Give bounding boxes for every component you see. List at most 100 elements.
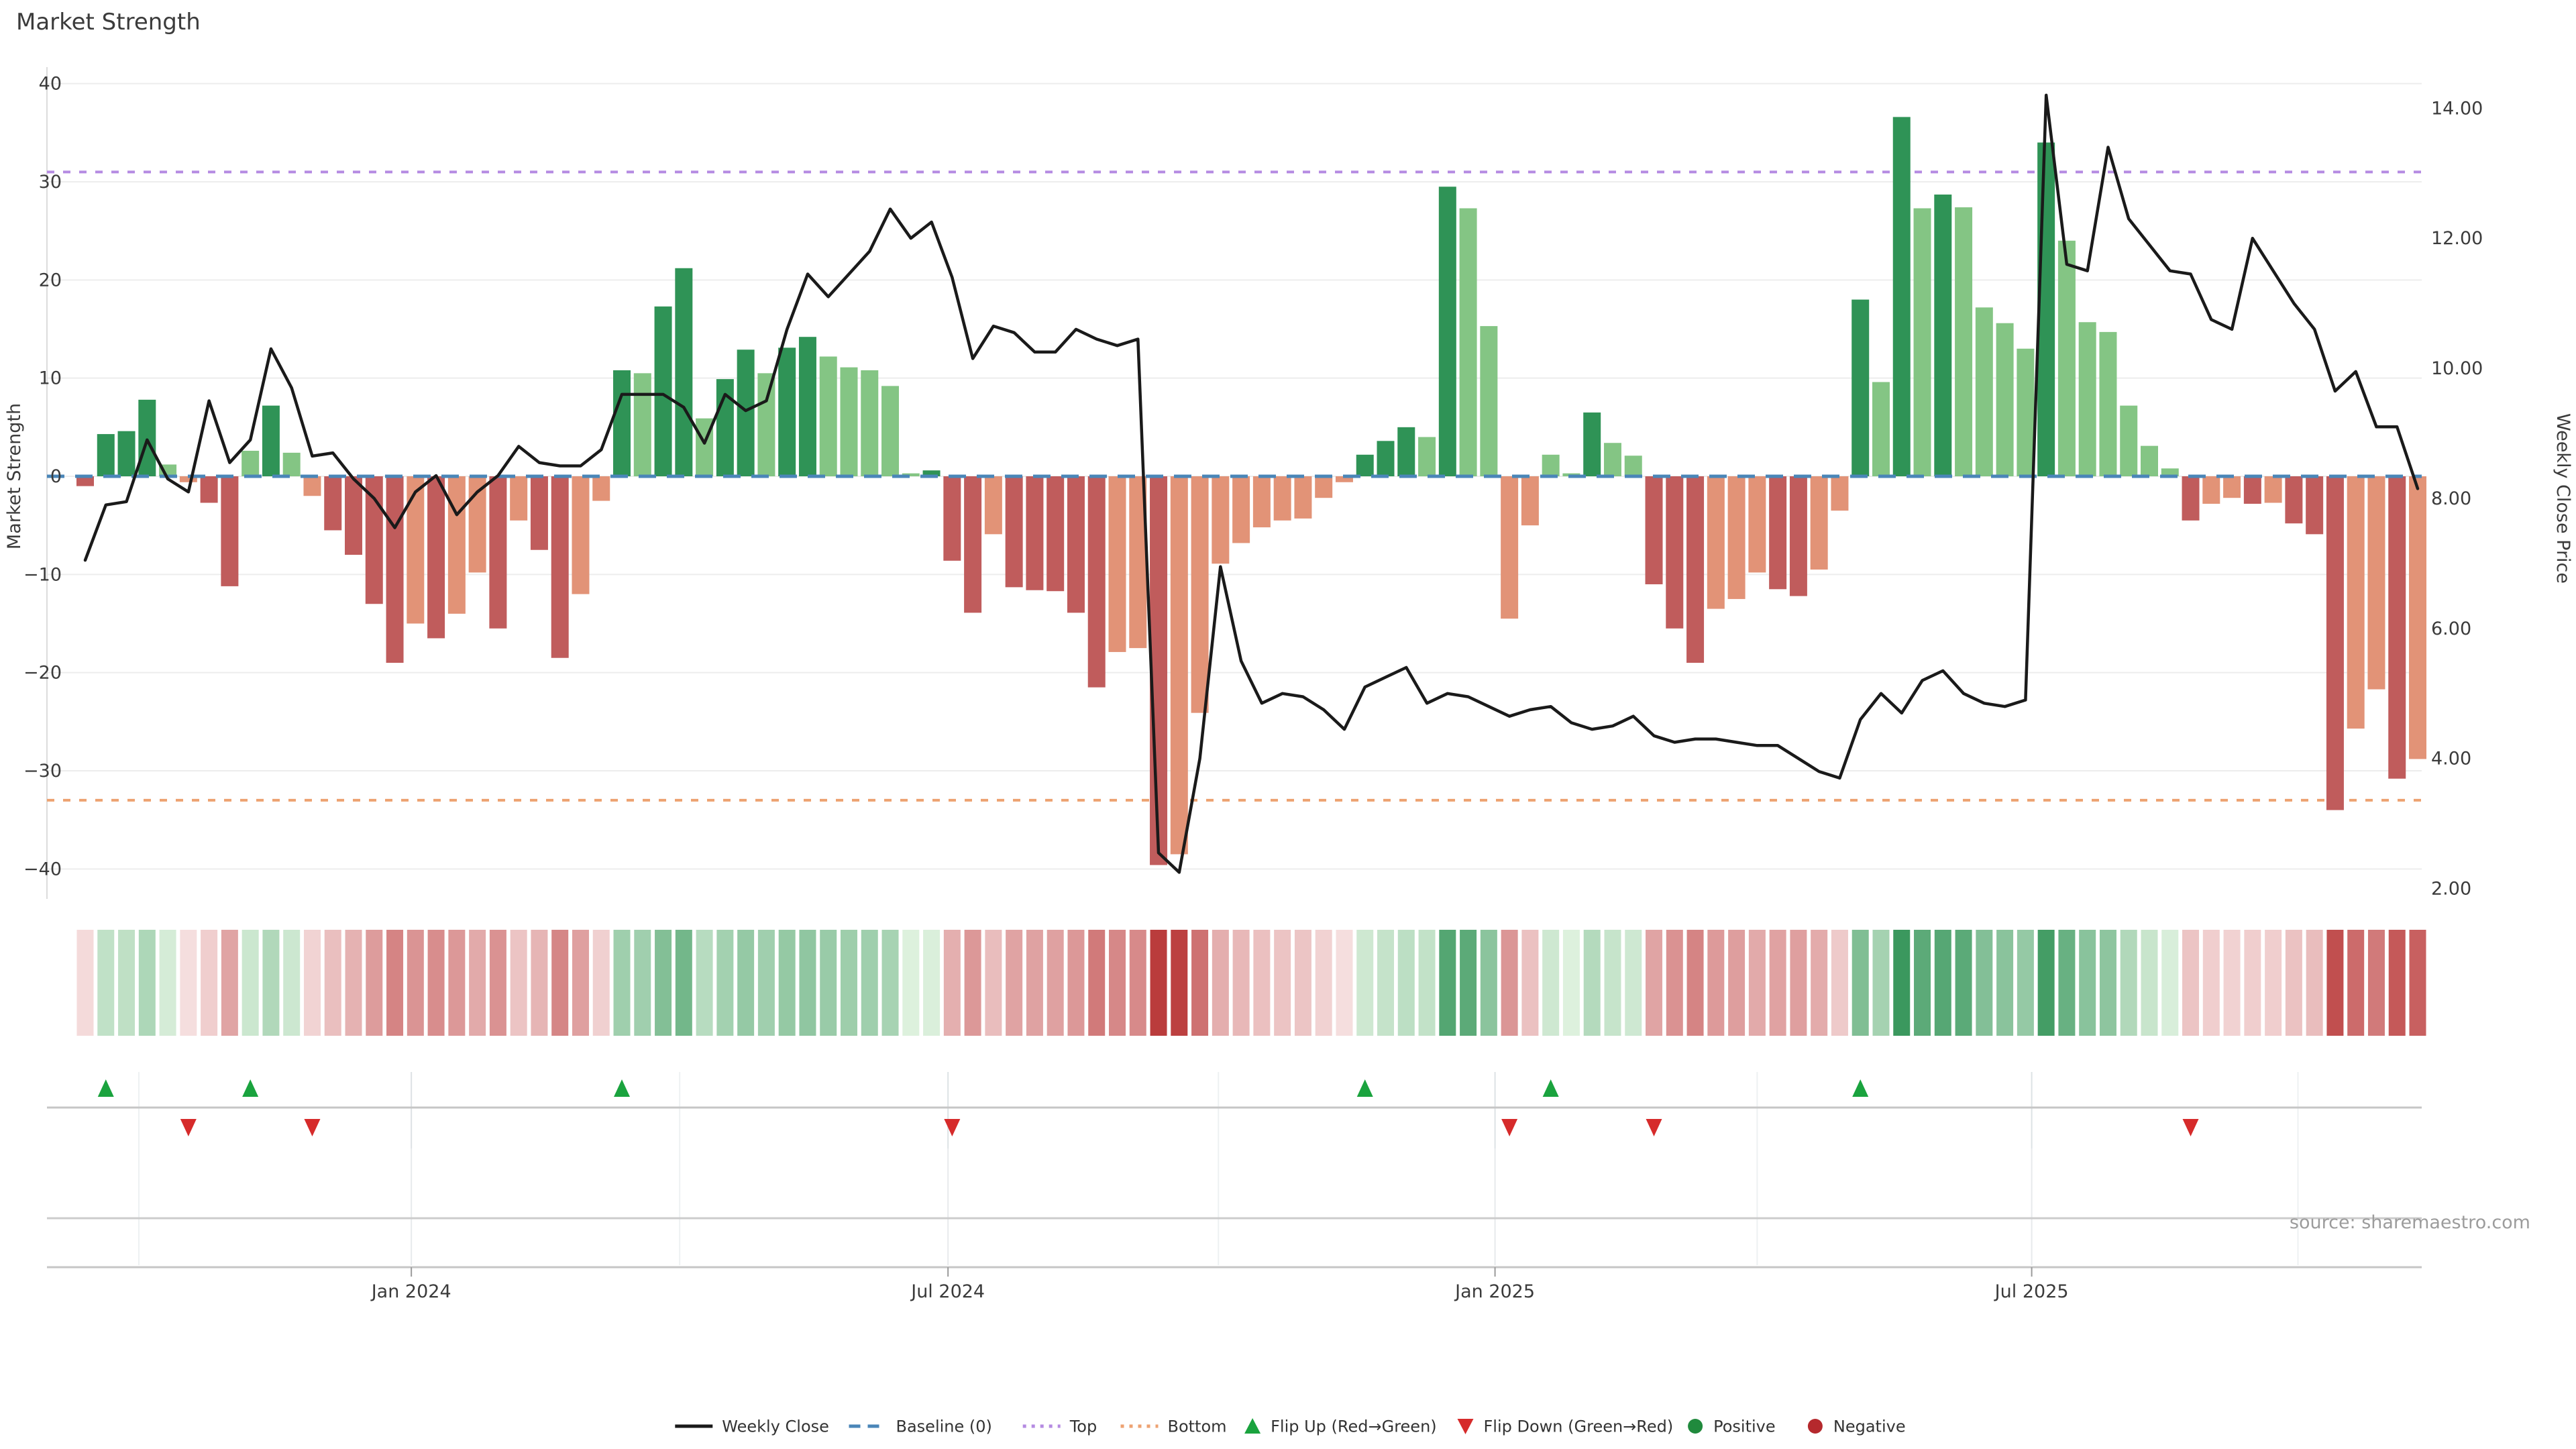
bar [2099, 331, 2117, 476]
legend-item: Positive [1688, 1417, 1776, 1436]
bar [1707, 476, 1725, 609]
bar [551, 476, 569, 658]
heat-cell [1356, 930, 1374, 1036]
bar [1356, 454, 1374, 476]
bar [1397, 427, 1415, 476]
heat-cell [1976, 930, 1993, 1036]
heat-cell [716, 930, 734, 1036]
legend-item: Baseline (0) [849, 1417, 992, 1436]
heat-cell [551, 930, 569, 1036]
heat-cell [1315, 930, 1332, 1036]
heat-cell [97, 930, 115, 1036]
legend-item-label: Bottom [1168, 1417, 1227, 1436]
heat-cell [138, 930, 156, 1036]
legend-item: Bottom [1120, 1417, 1227, 1436]
bar [1191, 476, 1209, 713]
bar [1521, 476, 1539, 526]
heat-cell [2058, 930, 2076, 1036]
bar [819, 356, 837, 476]
bar [447, 476, 466, 614]
legend-item-label: Top [1069, 1417, 1097, 1436]
heat-cell [737, 930, 755, 1036]
bar [365, 476, 383, 604]
bar [943, 476, 961, 561]
bar [1892, 117, 1911, 476]
heat-cell [324, 930, 341, 1036]
left-tick-label: −10 [23, 564, 62, 585]
heat-cell [1212, 930, 1229, 1036]
bar [386, 476, 404, 663]
bar [530, 476, 548, 550]
bar [1769, 476, 1787, 590]
bar [1583, 412, 1601, 476]
heat-cell [2202, 930, 2220, 1036]
bar [241, 450, 260, 476]
heat-cell [1562, 930, 1580, 1036]
bar [572, 476, 590, 594]
bar [427, 476, 445, 639]
bar [633, 373, 651, 476]
legend-item: Weekly Close [675, 1417, 829, 1436]
heat-cell [1088, 930, 1106, 1036]
heat-cell [2017, 930, 2034, 1036]
source-note: source: sharemaestro.com [2290, 1212, 2530, 1233]
heat-cell [366, 930, 383, 1036]
bar [1480, 326, 1498, 476]
heat-cell [943, 930, 961, 1036]
right-tick-label: 6.00 [2431, 619, 2471, 639]
heat-cell [613, 930, 631, 1036]
legend-item: Flip Up (Red→Green) [1244, 1417, 1437, 1436]
bar [1067, 476, 1085, 613]
heat-cell [881, 930, 899, 1036]
left-tick-label: −40 [23, 859, 62, 879]
heatmap-strip [76, 930, 2426, 1036]
heat-cell [1191, 930, 1209, 1036]
bar [1913, 208, 1931, 476]
heat-cell [1377, 930, 1395, 1036]
left-tick-label: 0 [50, 466, 62, 487]
heat-cell [303, 930, 321, 1036]
bar [1315, 476, 1333, 498]
heat-cell [1893, 930, 1911, 1036]
bar [1459, 208, 1477, 476]
bar [1046, 476, 1065, 592]
heat-cell [1542, 930, 1560, 1036]
left-tick-label: −20 [23, 663, 62, 684]
heat-cell [2285, 930, 2302, 1036]
date-axis: Jan 2024 Jul 2024 Jan 2025 Jul 2025 [370, 1267, 2069, 1302]
heat-cell [1294, 930, 1311, 1036]
legend-item: Negative [1807, 1417, 1906, 1436]
heat-cell [1480, 930, 1497, 1036]
bar [179, 476, 197, 482]
flip-down-icon [1646, 1119, 1662, 1136]
legend-item-label: Flip Down (Green→Red) [1484, 1417, 1674, 1436]
right-tick-label: 14.00 [2431, 98, 2483, 119]
heat-cell [1790, 930, 1807, 1036]
flip-up-icon [97, 1079, 114, 1097]
left-tick-label: −30 [23, 761, 62, 782]
bar [324, 476, 342, 531]
heat-cell [634, 930, 651, 1036]
heat-cell [2347, 930, 2365, 1036]
bar [613, 370, 631, 476]
left-axis-ticks: 40 30 20 10 0 −10 −20 −30 −40 [23, 74, 62, 880]
heat-cell [1914, 930, 1931, 1036]
bar [2017, 348, 2035, 476]
heat-cell [531, 930, 548, 1036]
heat-cell [1006, 930, 1023, 1036]
bar [922, 470, 941, 476]
heat-cell [1646, 930, 1663, 1036]
bar [2264, 476, 2282, 503]
left-tick-label: 40 [39, 74, 62, 95]
heat-cell [1109, 930, 1126, 1036]
bar [2182, 476, 2200, 521]
heat-cell [1046, 930, 1064, 1036]
bar [221, 476, 239, 586]
bar [2161, 468, 2179, 476]
heat-cell [1748, 930, 1766, 1036]
heat-cell [1728, 930, 1746, 1036]
bar [345, 476, 363, 555]
triangle-up-icon [1244, 1418, 1261, 1434]
left-axis-title: Market Strength [4, 403, 25, 549]
